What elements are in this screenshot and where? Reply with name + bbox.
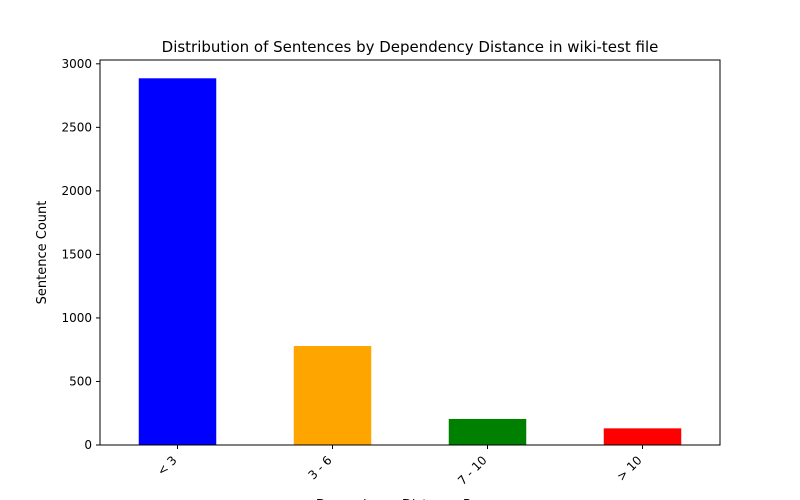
plot-frame	[99, 59, 721, 446]
y-tick-label: 3000	[61, 57, 92, 71]
x-axis-label: Dependency Distance Range	[316, 498, 504, 500]
y-tick-label: 2500	[61, 120, 92, 134]
bar-3	[603, 428, 682, 445]
x-tick-label: 3 - 6	[305, 453, 334, 482]
x-tick-label: > 10	[614, 453, 645, 484]
x-axis-ticks: < 3 3 - 6 7 - 10 > 10	[155, 445, 645, 488]
x-tick-label: 7 - 10	[455, 453, 490, 488]
chart-title: Distribution of Sentences by Dependency …	[162, 38, 659, 56]
x-tick-label: < 3	[155, 453, 180, 478]
bar-2	[448, 418, 527, 445]
bar-1	[293, 346, 372, 445]
y-axis-ticks: 0 500 1000 1500 2000 2500 3000	[61, 57, 100, 452]
bars-group	[138, 78, 682, 445]
y-axis-label: Sentence Count	[35, 201, 50, 305]
y-tick-label: 2000	[61, 184, 92, 198]
y-tick-label: 0	[84, 438, 92, 452]
y-tick-label: 1500	[61, 247, 92, 261]
y-tick-label: 500	[69, 374, 92, 388]
bar-0	[138, 78, 217, 445]
y-tick-label: 1000	[61, 311, 92, 325]
